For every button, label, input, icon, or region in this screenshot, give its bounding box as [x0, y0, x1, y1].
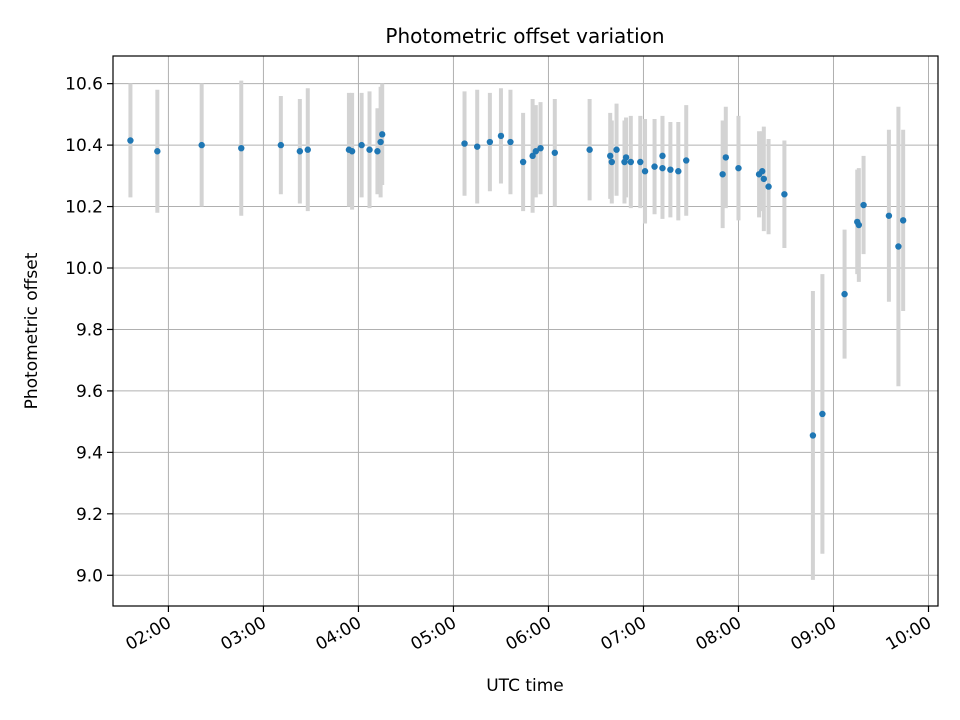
data-point — [895, 243, 902, 250]
data-point — [366, 146, 373, 153]
data-point — [759, 168, 766, 175]
data-point — [358, 141, 365, 149]
data-point — [675, 168, 682, 175]
data-point — [719, 171, 726, 178]
data-point — [860, 201, 867, 209]
y-tick-label: 9.2 — [76, 505, 103, 525]
data-point — [304, 146, 311, 153]
data-point — [238, 144, 245, 152]
data-point — [899, 217, 907, 224]
data-point — [198, 141, 205, 149]
plot-frame — [112, 55, 939, 607]
data-point — [765, 183, 772, 190]
chart-title: Photometric offset variation — [385, 24, 664, 48]
data-point — [760, 175, 768, 183]
y-axis-label: Photometric offset — [22, 252, 42, 409]
data-point — [378, 131, 386, 138]
y-tick-label: 10.2 — [65, 198, 103, 218]
data-point — [474, 143, 481, 150]
data-point — [529, 152, 536, 160]
data-point — [722, 154, 730, 161]
data-point — [154, 148, 161, 155]
data-point — [374, 148, 381, 155]
data-point — [809, 432, 817, 439]
data-point — [781, 191, 788, 198]
data-point — [683, 157, 690, 164]
data-point — [651, 163, 658, 170]
y-tick-label: 10.0 — [65, 259, 103, 279]
y-tick-label: 9.0 — [76, 566, 103, 586]
data-point — [377, 138, 384, 146]
data-points — [127, 131, 907, 439]
data-point — [637, 158, 644, 166]
data-point — [497, 132, 505, 140]
data-point — [507, 138, 514, 146]
data-point — [277, 141, 285, 149]
data-point — [586, 146, 593, 153]
y-tick-label: 9.8 — [76, 320, 103, 340]
y-tick-label: 10.6 — [65, 75, 103, 95]
x-axis-label: UTC time — [486, 676, 564, 696]
data-point — [667, 166, 674, 173]
y-axis-ticks: 9.0 9.2 9.4 9.6 9.8 10.0 10.2 10.4 10.6 — [65, 75, 113, 586]
data-point — [296, 148, 304, 155]
data-point — [607, 152, 614, 160]
data-point — [885, 212, 893, 219]
data-point — [855, 221, 863, 229]
data-point — [537, 144, 544, 152]
data-point — [613, 146, 620, 153]
data-point — [486, 138, 494, 146]
y-tick-label: 10.4 — [65, 136, 103, 156]
data-point — [519, 158, 527, 166]
data-point — [819, 410, 826, 418]
data-point — [627, 158, 635, 166]
data-point — [461, 140, 468, 147]
data-point — [735, 164, 742, 172]
data-point — [659, 164, 666, 172]
data-point — [551, 149, 558, 156]
data-point — [608, 158, 616, 166]
data-point — [659, 152, 666, 160]
y-tick-label: 9.6 — [76, 382, 103, 402]
data-point — [641, 168, 649, 175]
data-point — [532, 148, 539, 155]
data-point — [348, 148, 356, 155]
data-point — [841, 290, 848, 298]
data-point — [127, 137, 134, 144]
y-tick-label: 9.4 — [76, 443, 103, 463]
data-point — [622, 154, 630, 161]
